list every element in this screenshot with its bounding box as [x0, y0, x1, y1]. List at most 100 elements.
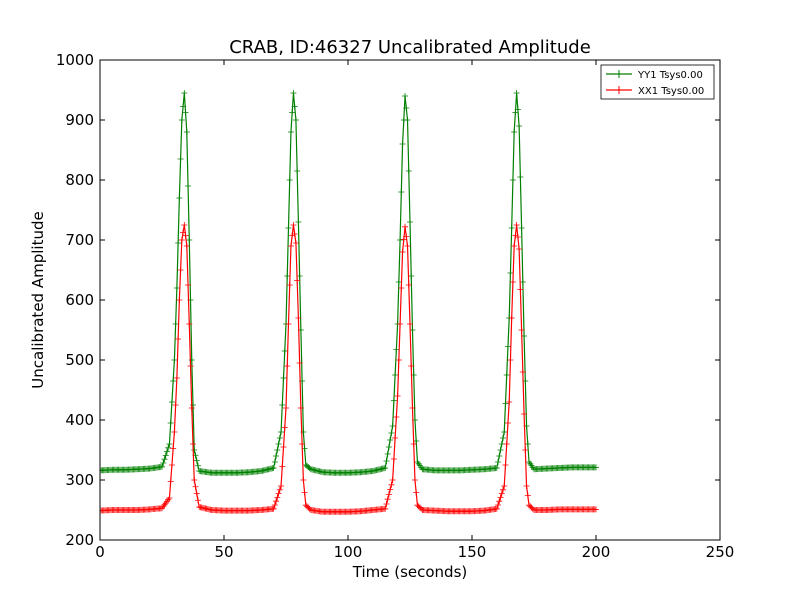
data-point-marker	[170, 445, 177, 452]
data-point-marker	[286, 282, 293, 288]
data-point-marker	[275, 490, 282, 497]
data-point-marker	[593, 506, 599, 513]
data-point-marker	[517, 174, 524, 180]
data-point-marker	[388, 430, 395, 436]
data-point-marker	[159, 463, 165, 470]
data-point-marker	[281, 424, 288, 431]
data-point-marker	[273, 498, 280, 505]
data-point-marker	[292, 240, 299, 246]
data-point-marker	[496, 498, 503, 505]
data-point-marker	[297, 405, 304, 411]
data-point-marker	[497, 447, 504, 453]
data-point-marker	[519, 279, 526, 285]
data-point-marker	[194, 462, 201, 469]
data-point-marker	[294, 168, 301, 174]
data-point-marker	[292, 117, 299, 123]
data-point-marker	[398, 189, 405, 195]
y-tick-label: 900	[65, 111, 94, 129]
data-point-marker	[521, 411, 528, 417]
data-point-marker	[513, 90, 520, 96]
data-point-marker	[271, 502, 278, 508]
data-point-marker	[498, 490, 505, 497]
data-point-marker	[400, 236, 407, 243]
data-point-marker	[509, 279, 516, 285]
data-point-marker	[274, 494, 281, 501]
y-tick-label: 1000	[56, 51, 94, 69]
data-point-marker	[284, 363, 291, 369]
data-point-marker	[190, 441, 196, 447]
data-point-marker	[185, 282, 192, 288]
data-point-marker	[296, 360, 303, 366]
data-point-marker	[518, 327, 525, 333]
series-0	[100, 90, 599, 476]
legend-marker	[615, 70, 623, 78]
data-point-marker	[301, 489, 308, 496]
data-point-marker	[279, 463, 286, 470]
data-point-marker	[513, 222, 520, 228]
data-point-marker	[289, 109, 296, 116]
x-tick-label: 100	[334, 543, 363, 561]
x-tick-label: 0	[95, 543, 105, 561]
data-point-marker	[395, 279, 402, 285]
data-point-marker	[389, 477, 396, 483]
data-point-marker	[389, 423, 396, 429]
data-point-marker	[173, 375, 180, 381]
data-point-marker	[166, 441, 173, 447]
y-tick-label: 200	[65, 531, 94, 549]
data-point-marker	[508, 315, 515, 321]
x-tick-label: 250	[706, 543, 735, 561]
data-point-marker	[504, 343, 511, 350]
data-point-marker	[279, 402, 286, 408]
data-point-marker	[177, 267, 184, 273]
data-point-marker	[271, 459, 278, 465]
data-point-marker	[495, 459, 502, 465]
data-point-marker	[384, 496, 391, 503]
data-point-marker	[524, 441, 531, 447]
data-point-marker	[497, 494, 504, 501]
data-point-marker	[382, 505, 389, 512]
data-point-marker	[192, 483, 199, 490]
data-point-marker	[501, 483, 508, 489]
data-point-marker	[287, 129, 294, 135]
data-point-marker	[418, 505, 425, 512]
data-point-marker	[495, 502, 502, 508]
data-point-marker	[273, 453, 280, 459]
data-point-marker	[503, 372, 510, 378]
data-point-marker	[306, 465, 313, 472]
data-point-marker	[286, 177, 293, 183]
data-point-marker	[188, 405, 195, 411]
y-tick-label: 400	[65, 411, 94, 429]
data-point-marker	[173, 285, 180, 291]
data-point-marker	[172, 402, 179, 408]
data-point-marker	[493, 465, 500, 471]
data-point-marker	[177, 156, 184, 162]
data-point-marker	[274, 447, 281, 453]
data-point-marker	[285, 321, 292, 327]
data-point-marker	[524, 492, 531, 499]
data-point-marker	[390, 456, 397, 462]
data-point-marker	[518, 225, 525, 231]
y-tick-label: 800	[65, 171, 94, 189]
data-point-marker	[289, 232, 296, 239]
data-point-marker	[383, 501, 390, 507]
data-point-marker	[413, 489, 420, 496]
data-point-marker	[187, 363, 194, 369]
data-point-marker	[506, 399, 513, 405]
data-point-marker	[299, 441, 306, 447]
data-point-marker	[183, 129, 190, 135]
data-point-marker	[522, 447, 529, 453]
legend-label: XX1 Tsys0.00	[638, 86, 704, 97]
data-point-marker	[171, 429, 178, 435]
data-point-marker	[411, 477, 418, 483]
data-point-marker	[163, 448, 170, 455]
data-point-marker	[493, 505, 500, 512]
data-point-marker	[300, 477, 307, 483]
data-point-marker	[171, 357, 178, 363]
data-point-marker	[387, 437, 394, 443]
data-point-marker	[270, 505, 277, 512]
data-point-marker	[507, 270, 514, 276]
data-point-marker	[306, 505, 313, 512]
data-point-marker	[390, 397, 397, 404]
data-point-marker	[403, 233, 410, 240]
